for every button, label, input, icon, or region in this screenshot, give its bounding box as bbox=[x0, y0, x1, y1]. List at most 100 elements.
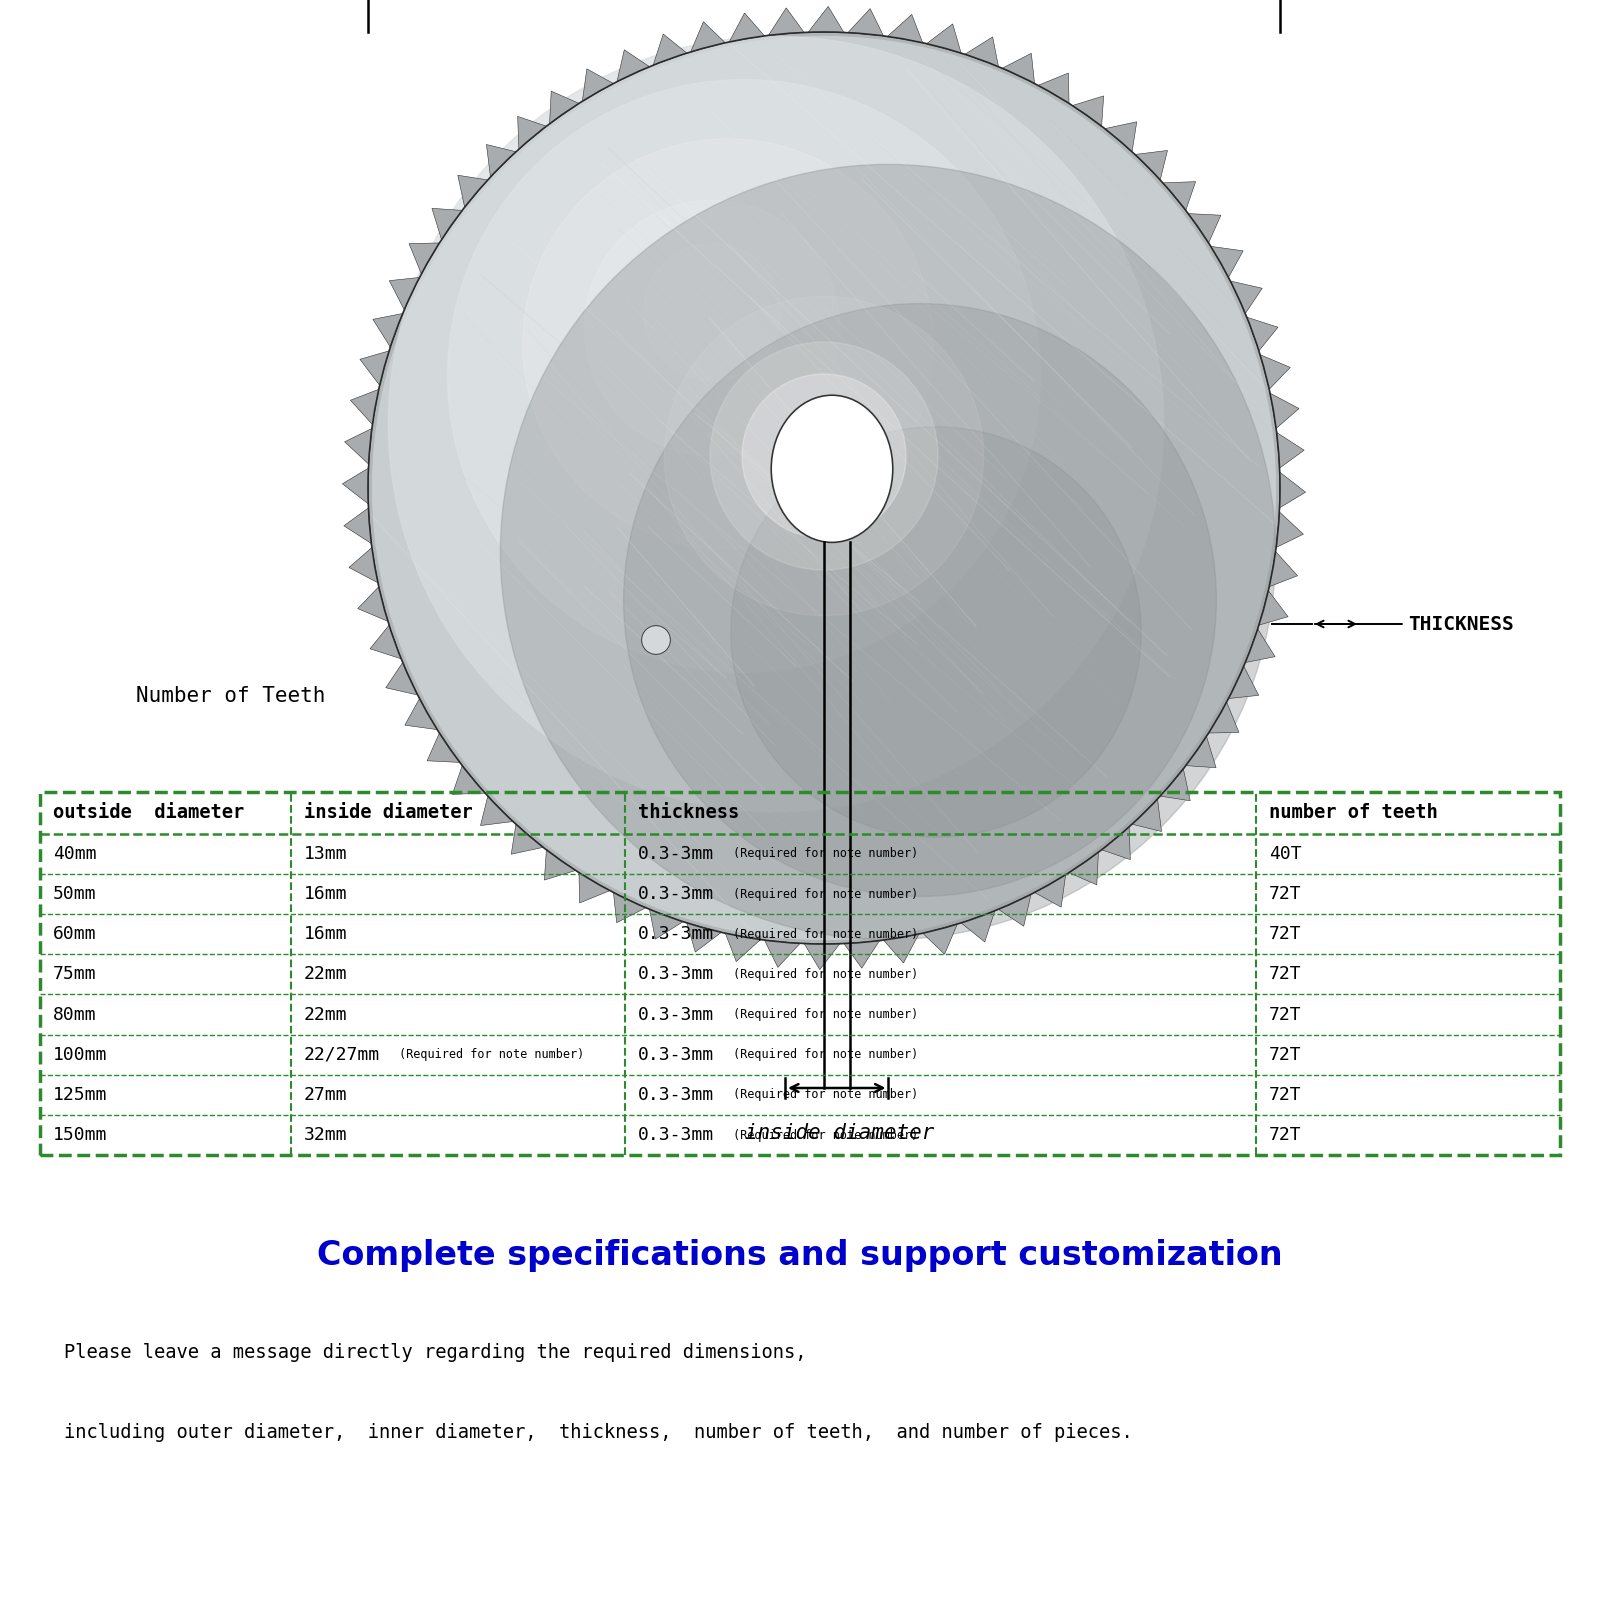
Polygon shape bbox=[1245, 629, 1275, 662]
Polygon shape bbox=[765, 941, 800, 968]
Polygon shape bbox=[360, 350, 389, 386]
Text: 40mm: 40mm bbox=[53, 845, 96, 862]
Circle shape bbox=[389, 37, 1163, 811]
Polygon shape bbox=[518, 117, 547, 149]
Polygon shape bbox=[1072, 96, 1104, 126]
Text: Number of Teeth: Number of Teeth bbox=[136, 686, 325, 706]
Text: 0.3-3mm: 0.3-3mm bbox=[638, 925, 714, 944]
Text: 72T: 72T bbox=[1269, 925, 1301, 944]
Polygon shape bbox=[432, 208, 462, 240]
Text: 125mm: 125mm bbox=[53, 1086, 107, 1104]
Polygon shape bbox=[544, 850, 576, 880]
Polygon shape bbox=[512, 824, 544, 854]
Text: 80mm: 80mm bbox=[53, 1005, 96, 1024]
Polygon shape bbox=[848, 8, 883, 35]
Text: 150mm: 150mm bbox=[53, 1126, 107, 1144]
Polygon shape bbox=[965, 37, 998, 67]
Polygon shape bbox=[1035, 875, 1066, 907]
Circle shape bbox=[624, 304, 1216, 896]
Text: Complete specifications and support customization: Complete specifications and support cust… bbox=[317, 1240, 1283, 1272]
Polygon shape bbox=[410, 243, 440, 274]
Text: 40T: 40T bbox=[1269, 845, 1301, 862]
Text: 60mm: 60mm bbox=[53, 925, 96, 944]
Polygon shape bbox=[926, 24, 962, 53]
Text: THICKNESS: THICKNESS bbox=[1408, 614, 1514, 634]
Text: 22/27mm: 22/27mm bbox=[304, 1046, 379, 1064]
Polygon shape bbox=[1208, 702, 1238, 733]
Text: including outer diameter,  inner diameter,  thickness,  number of teeth,  and nu: including outer diameter, inner diameter… bbox=[64, 1422, 1133, 1442]
Polygon shape bbox=[549, 91, 579, 123]
Text: 72T: 72T bbox=[1269, 1046, 1301, 1064]
Circle shape bbox=[742, 374, 906, 538]
Polygon shape bbox=[1277, 432, 1304, 469]
Text: 22mm: 22mm bbox=[304, 1005, 347, 1024]
Text: 0.3-3mm: 0.3-3mm bbox=[638, 1086, 714, 1104]
Polygon shape bbox=[805, 944, 840, 970]
Text: 50mm: 50mm bbox=[53, 885, 96, 902]
Polygon shape bbox=[582, 69, 613, 101]
Polygon shape bbox=[1160, 768, 1190, 800]
Polygon shape bbox=[1069, 853, 1099, 885]
Circle shape bbox=[642, 626, 670, 654]
Ellipse shape bbox=[771, 395, 893, 542]
Polygon shape bbox=[768, 8, 805, 35]
Polygon shape bbox=[1038, 74, 1069, 104]
Polygon shape bbox=[349, 547, 378, 582]
Text: 75mm: 75mm bbox=[53, 965, 96, 984]
Text: inside diameter: inside diameter bbox=[746, 1123, 934, 1144]
Text: (Required for note number): (Required for note number) bbox=[733, 1128, 918, 1142]
Text: (Required for note number): (Required for note number) bbox=[398, 1048, 584, 1061]
Circle shape bbox=[584, 200, 840, 456]
Polygon shape bbox=[1230, 282, 1262, 314]
Polygon shape bbox=[1002, 53, 1035, 83]
Text: (Required for note number): (Required for note number) bbox=[733, 968, 918, 981]
Polygon shape bbox=[686, 923, 722, 952]
Text: 0.3-3mm: 0.3-3mm bbox=[638, 845, 714, 862]
Polygon shape bbox=[370, 626, 402, 659]
Polygon shape bbox=[458, 176, 488, 208]
Polygon shape bbox=[923, 925, 957, 954]
Polygon shape bbox=[1101, 827, 1130, 859]
Text: (Required for note number): (Required for note number) bbox=[733, 1048, 918, 1061]
Text: inside diameter: inside diameter bbox=[304, 803, 472, 822]
Text: 72T: 72T bbox=[1269, 1126, 1301, 1144]
Polygon shape bbox=[389, 277, 419, 310]
Polygon shape bbox=[1229, 666, 1259, 699]
Polygon shape bbox=[453, 765, 485, 794]
Text: 72T: 72T bbox=[1269, 1086, 1301, 1104]
Text: number of teeth: number of teeth bbox=[1269, 803, 1437, 822]
Polygon shape bbox=[843, 941, 880, 968]
Polygon shape bbox=[1280, 472, 1306, 507]
Text: 100mm: 100mm bbox=[53, 1046, 107, 1064]
Text: 72T: 72T bbox=[1269, 885, 1301, 902]
Text: (Required for note number): (Required for note number) bbox=[733, 1008, 918, 1021]
Polygon shape bbox=[358, 587, 387, 621]
Circle shape bbox=[501, 165, 1275, 939]
Text: Please leave a message directly regarding the required dimensions,: Please leave a message directly regardin… bbox=[64, 1342, 806, 1362]
Text: 0.3-3mm: 0.3-3mm bbox=[638, 1046, 714, 1064]
Text: 0.3-3mm: 0.3-3mm bbox=[638, 885, 714, 902]
Polygon shape bbox=[1246, 317, 1278, 350]
Polygon shape bbox=[1163, 182, 1195, 211]
Circle shape bbox=[523, 139, 933, 549]
Polygon shape bbox=[386, 662, 418, 694]
Text: (Required for note number): (Required for note number) bbox=[733, 888, 918, 901]
Polygon shape bbox=[486, 144, 515, 178]
Polygon shape bbox=[888, 14, 923, 43]
Text: (Required for note number): (Required for note number) bbox=[733, 848, 918, 861]
Polygon shape bbox=[405, 699, 437, 730]
Text: 32mm: 32mm bbox=[304, 1126, 347, 1144]
Text: thickness: thickness bbox=[638, 803, 739, 822]
Polygon shape bbox=[344, 429, 371, 464]
Polygon shape bbox=[1104, 122, 1136, 152]
Polygon shape bbox=[730, 13, 765, 42]
Text: outside  diameter: outside diameter bbox=[53, 803, 245, 822]
Circle shape bbox=[643, 243, 781, 381]
Polygon shape bbox=[691, 22, 725, 51]
Polygon shape bbox=[1133, 798, 1162, 832]
Polygon shape bbox=[613, 893, 646, 923]
Circle shape bbox=[373, 37, 1275, 939]
Polygon shape bbox=[1270, 394, 1299, 429]
Text: 0.3-3mm: 0.3-3mm bbox=[638, 965, 714, 984]
Text: (Required for note number): (Required for note number) bbox=[733, 1088, 918, 1101]
